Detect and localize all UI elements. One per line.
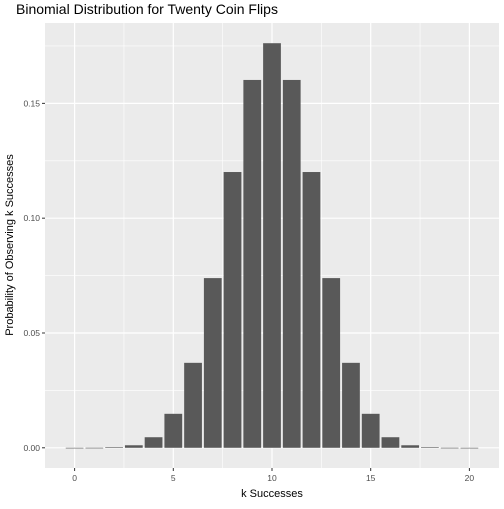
x-axis-title: k Successes — [241, 488, 303, 500]
bar-k-20 — [460, 447, 479, 449]
bar-k-18 — [421, 447, 439, 448]
bar-k-11 — [282, 79, 301, 448]
bar-k-8 — [223, 172, 242, 448]
x-tick-label: 0 — [72, 473, 77, 483]
bar-k-7 — [203, 278, 222, 448]
x-axis-ticks: 0 5 10 15 20 — [72, 468, 474, 483]
bar-k-10 — [263, 43, 281, 448]
y-axis-ticks: 0.00 0.05 0.10 0.15 — [23, 98, 45, 453]
bar-k-13 — [322, 278, 341, 448]
bar-k-19 — [440, 447, 459, 449]
x-tick-label: 5 — [171, 473, 176, 483]
chart-title: Binomial Distribution for Twenty Coin Fl… — [16, 1, 278, 17]
bar-k-16 — [381, 437, 400, 448]
y-tick-label: 0.15 — [23, 98, 40, 108]
x-tick-label: 10 — [267, 473, 277, 483]
bar-k-0 — [65, 447, 84, 449]
bar-k-1 — [85, 447, 104, 449]
bar-k-4 — [144, 437, 163, 448]
x-tick-label: 20 — [465, 473, 475, 483]
y-tick-label: 0.05 — [23, 328, 40, 338]
bar-k-9 — [243, 79, 262, 448]
y-tick-label: 0.10 — [23, 213, 40, 223]
bar-k-14 — [342, 362, 360, 448]
bar-k-15 — [361, 413, 380, 448]
bars — [65, 43, 479, 449]
bar-k-3 — [124, 445, 143, 448]
y-tick-label: 0.00 — [23, 443, 40, 453]
bar-k-12 — [302, 172, 321, 448]
bar-k-6 — [184, 362, 202, 448]
bar-k-2 — [105, 447, 123, 448]
bar-k-17 — [401, 445, 420, 448]
y-axis-title: Probability of Observing k Successes — [4, 154, 16, 336]
bar-k-5 — [164, 413, 183, 448]
x-tick-label: 15 — [366, 473, 376, 483]
